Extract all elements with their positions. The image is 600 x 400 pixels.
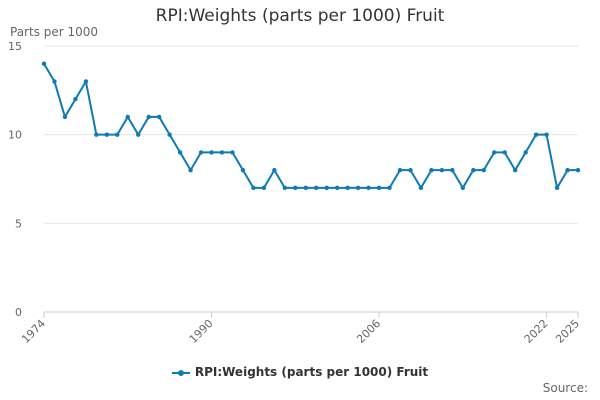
data-point[interactable] [575,167,581,173]
data-point[interactable] [198,150,204,155]
x-tick-label: 1974 [19,317,48,346]
data-point[interactable] [544,132,549,137]
data-point[interactable] [240,167,246,173]
legend[interactable]: RPI:Weights (parts per 1000) Fruit [0,365,600,379]
y-tick-label: 10 [8,129,22,142]
data-point[interactable] [251,185,256,191]
data-point[interactable] [83,79,89,84]
x-tick-label: 1990 [187,317,216,346]
data-point[interactable] [230,150,235,155]
y-tick-label: 15 [8,40,22,53]
data-point[interactable] [314,185,319,191]
data-point[interactable] [492,150,497,155]
x-tick-label: 2025 [553,317,582,346]
axes: 0 5 10 15 1974 1990 2006 2022 2025 [8,40,582,346]
data-point[interactable] [565,167,570,173]
y-axis-title: Parts per 1000 [10,25,98,39]
data-point[interactable] [502,150,507,155]
data-point[interactable] [261,185,267,191]
data-point[interactable] [104,132,110,137]
data-point[interactable] [52,79,57,84]
data-point[interactable] [272,167,277,173]
data-point[interactable] [293,185,298,191]
legend-marker-icon [177,369,184,376]
data-point[interactable] [355,185,361,191]
data-point[interactable] [324,185,329,191]
data-point[interactable] [397,167,403,173]
data-point[interactable] [481,167,486,173]
data-point[interactable] [94,132,99,137]
data-point[interactable] [167,132,172,137]
data-point[interactable] [334,185,340,191]
data-point[interactable] [439,167,445,173]
data-point[interactable] [303,185,308,191]
data-point[interactable] [376,185,382,191]
data-point[interactable] [209,150,214,155]
data-point[interactable] [219,150,225,155]
data-point[interactable] [156,114,162,120]
data-point[interactable] [177,150,183,155]
data-point[interactable] [188,167,193,173]
chart-title: RPI:Weights (parts per 1000) Fruit [155,6,445,26]
series-line [43,63,578,189]
x-tick-label: 2006 [354,317,383,346]
y-tick-label: 0 [15,306,22,319]
data-point[interactable] [366,185,371,191]
data-point[interactable] [533,132,539,137]
y-tick-label: 5 [15,217,22,230]
data-point[interactable] [125,114,130,120]
data-point[interactable] [73,97,78,102]
source-credit: Source: [542,381,588,395]
gridlines [44,45,578,224]
data-point[interactable] [408,167,413,173]
x-tick-label: 2022 [522,317,551,346]
data-point[interactable] [471,167,476,173]
series-layer [41,61,581,191]
data-point[interactable] [62,114,68,120]
data-point[interactable] [450,167,455,173]
data-point[interactable] [429,167,434,173]
data-point[interactable] [41,61,47,66]
data-point[interactable] [136,132,141,137]
data-point[interactable] [387,185,392,191]
legend-label: RPI:Weights (parts per 1000) Fruit [194,365,429,379]
data-point[interactable] [418,185,424,191]
data-point[interactable] [523,150,528,155]
data-point[interactable] [512,167,518,173]
data-point[interactable] [282,185,288,191]
legend-line-icon [171,369,190,376]
data-point[interactable] [460,185,466,191]
data-point[interactable] [115,132,120,137]
data-point[interactable] [345,185,350,191]
data-point[interactable] [146,114,151,120]
data-point[interactable] [554,185,560,191]
